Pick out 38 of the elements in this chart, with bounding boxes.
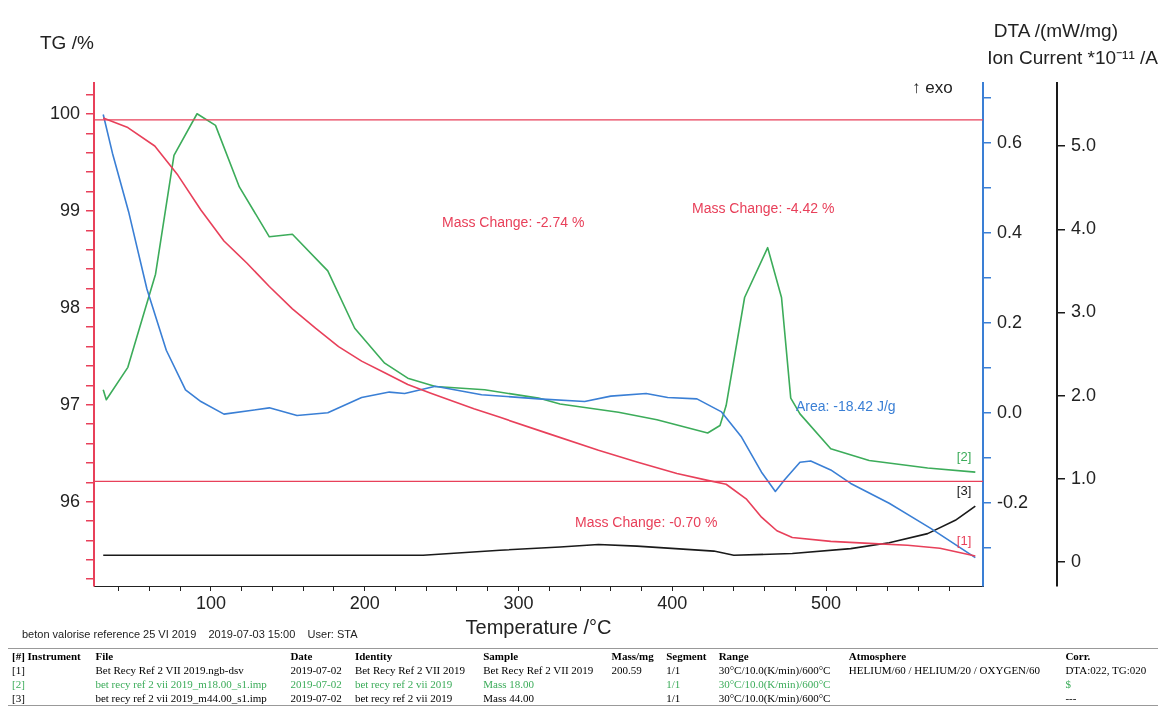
annotation: Mass Change: -4.42 % <box>692 200 835 216</box>
annotation: Area: -18.42 J/g <box>796 398 896 414</box>
x-tick-label: 200 <box>349 592 380 613</box>
text: [2] bet recy ref 2 vii 2019_m18.00_s1.imp 2019-07-02 bet recy ref 2 vii 2019 Mass 18.00 1/1 30°C/10.0(K/min)/600°C $ <box>12 678 1071 690</box>
x-axis-title: Temperature /°C <box>465 615 612 638</box>
annotation: ↑ exo <box>912 78 953 98</box>
y-tick-label: 99 <box>59 199 80 220</box>
y3-tick-label: 3.0 <box>1071 301 1097 322</box>
y2-axis-title: DTA /(mW/mg) <box>993 20 1118 42</box>
text: beton valorise reference 25 VI 2019 2019-07-03 15:00 User: STA <box>22 628 358 640</box>
y-tick-label: 97 <box>59 393 80 414</box>
text: [#] Instrument File Date Identity Sample Mass/mg Segment Range Atmosphere Corr. <box>12 650 1091 662</box>
y-tick-label: 98 <box>59 296 80 317</box>
y2-tick-label: 0.4 <box>997 221 1023 242</box>
annotation: Mass Change: -0.70 % <box>575 514 718 530</box>
y-axis-title: TG /% <box>40 32 94 54</box>
series-label: [3] <box>956 483 972 499</box>
y-tick-label: 100 <box>49 102 80 123</box>
y2-tick-label: 0.0 <box>997 401 1023 422</box>
y3-axis-title: Ion Current *10⁻¹¹ /A <box>987 46 1158 70</box>
y3-tick-label: 4.0 <box>1071 218 1097 239</box>
y3-tick-label: 2.0 <box>1071 384 1097 405</box>
y3-tick-label: 1.0 <box>1071 467 1097 488</box>
y-tick-label: 96 <box>59 490 80 511</box>
y3-tick-label: 0 <box>1071 550 1082 571</box>
x-tick-label: 400 <box>657 592 688 613</box>
text: [1] Bet Recy Ref 2 VII 2019.ngb-dsv 2019-07-02 Bet Recy Ref 2 VII 2019 Bet Recy Ref 2 VII 2019 200.59 1/1 30°C/10.0(K/min)/600°C HELIUM/60 / HELIUM/20 / OXYGEN/60 DTA:022, TG:020 <box>12 664 1147 676</box>
y2-tick-label: -0.2 <box>997 491 1029 512</box>
y3-tick-label: 5.0 <box>1071 135 1097 156</box>
annotation: Mass Change: -2.74 % <box>442 214 585 230</box>
x-tick-label: 300 <box>503 592 534 613</box>
text: [3] bet recy ref 2 vii 2019_m44.00_s1.imp 2019-07-02 bet recy ref 2 vii 2019 Mass 44.00 1/1 30°C/10.0(K/min)/600°C --- <box>12 692 1077 704</box>
x-tick-label: 500 <box>811 592 842 613</box>
series-label: [1] <box>956 533 972 549</box>
series-label: [2] <box>956 449 972 465</box>
x-tick-label: 100 <box>195 592 226 613</box>
y2-tick-label: 0.2 <box>997 311 1023 332</box>
y2-tick-label: 0.6 <box>997 131 1023 152</box>
